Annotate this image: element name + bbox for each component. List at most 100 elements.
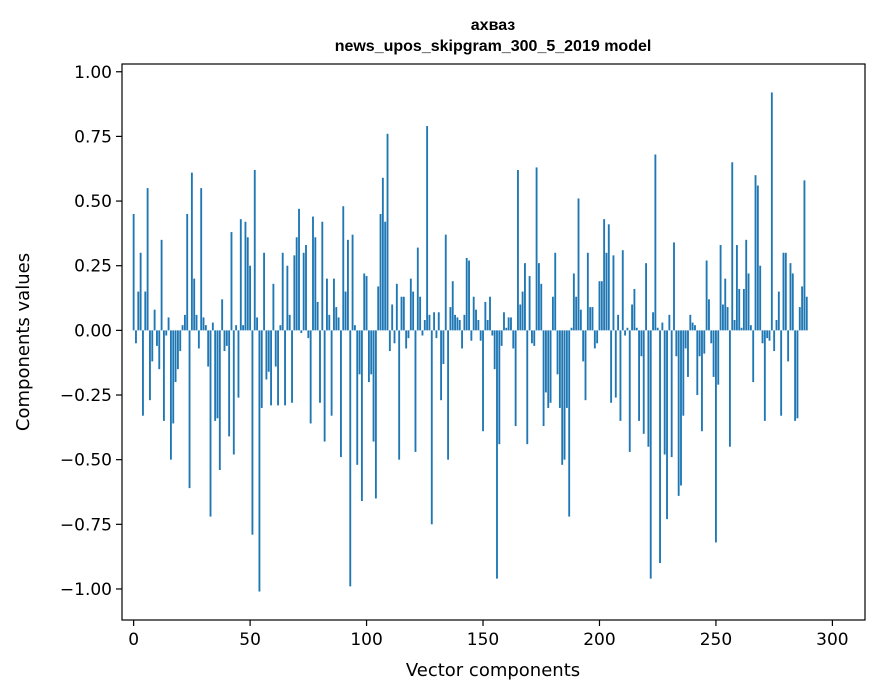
bar-240	[691, 322, 694, 331]
bar-34	[211, 322, 214, 331]
bar-108	[384, 221, 387, 331]
bar-229	[666, 330, 668, 520]
bar-53	[256, 317, 259, 331]
bar-28	[197, 330, 200, 349]
bar-25	[190, 172, 193, 331]
bar-13	[162, 330, 165, 421]
bar-103	[372, 330, 375, 442]
bar-54	[258, 330, 261, 592]
bar-155	[493, 330, 496, 370]
bar-180	[551, 296, 554, 331]
bar-152	[486, 320, 489, 331]
bar-238	[687, 330, 689, 377]
bar-201	[600, 281, 603, 331]
bar-119	[409, 278, 412, 331]
bar-178	[547, 330, 550, 408]
bar-171	[531, 330, 533, 344]
bar-62	[277, 330, 279, 406]
x-tick-label-50: 50	[239, 630, 261, 650]
chart-title: ахваз	[471, 17, 516, 34]
bar-242	[696, 330, 699, 396]
bar-10	[156, 330, 158, 346]
bar-99	[363, 273, 366, 331]
bar-265	[749, 325, 752, 331]
bar-218	[640, 330, 643, 357]
bar-52	[253, 170, 256, 331]
bar-257	[731, 162, 734, 331]
bar-248	[710, 330, 713, 344]
bar-245	[703, 330, 706, 354]
bar-82	[323, 330, 326, 442]
bar-33	[209, 330, 212, 517]
bar-192	[579, 309, 582, 331]
bar-195	[586, 252, 589, 331]
bar-212	[626, 327, 629, 331]
bar-65	[284, 330, 286, 406]
bar-174	[537, 263, 540, 331]
bar-88	[337, 317, 340, 331]
bar-162	[510, 317, 512, 331]
plot-frame	[121, 63, 866, 621]
bar-285	[796, 330, 799, 419]
bar-246	[705, 260, 708, 331]
bar-60	[272, 283, 275, 331]
bar-148	[477, 320, 480, 331]
bar-100	[365, 276, 368, 331]
bar-252	[719, 245, 722, 331]
bar-196	[589, 307, 592, 331]
bar-66	[286, 265, 289, 331]
bar-179	[549, 330, 552, 403]
bar-90	[342, 206, 345, 331]
bar-241	[694, 325, 696, 331]
chart-subtitle: news_upos_skipgram_300_5_2019 model	[335, 38, 652, 55]
bar-8	[151, 330, 154, 362]
bar-273	[768, 330, 771, 341]
bar-87	[335, 307, 338, 331]
bar-17	[172, 330, 175, 424]
bar-227	[661, 322, 664, 331]
bar-185	[563, 330, 566, 460]
bar-243	[698, 330, 701, 357]
bar-22	[183, 314, 186, 331]
bar-146	[472, 296, 475, 331]
bar-125	[423, 320, 426, 331]
bar-26	[193, 278, 196, 331]
bar-69	[293, 255, 296, 331]
bar-191	[577, 198, 580, 331]
y-tick-label--0.25: −0.25	[60, 386, 112, 406]
bar-3	[139, 252, 142, 331]
bar-73	[302, 252, 305, 331]
bar-118	[407, 330, 410, 339]
bar-89	[340, 330, 342, 458]
bar-158	[500, 330, 503, 346]
bar-150	[482, 330, 484, 432]
bar-138	[454, 314, 456, 331]
bar-289	[805, 296, 808, 331]
bar-49	[246, 237, 249, 331]
bar-274	[770, 92, 773, 331]
bar-237	[684, 330, 687, 349]
bar-112	[393, 330, 396, 344]
bar-284	[794, 330, 797, 421]
bar-48	[244, 221, 247, 331]
bar-1	[135, 330, 137, 344]
bar-188	[570, 327, 573, 331]
bar-18	[174, 330, 177, 383]
bar-11	[158, 330, 161, 370]
bar-2	[137, 291, 140, 331]
bar-276	[775, 320, 778, 331]
bar-226	[659, 330, 661, 564]
bar-109	[386, 133, 389, 331]
bar-12	[160, 239, 163, 331]
bar-106	[379, 213, 382, 331]
bar-95	[353, 325, 356, 331]
bar-181	[554, 252, 557, 331]
bar-36	[216, 330, 219, 419]
bar-199	[596, 330, 599, 344]
bars	[132, 92, 808, 592]
bar-137	[451, 281, 454, 331]
bar-78	[314, 237, 317, 331]
bar-16	[169, 330, 172, 460]
bar-190	[575, 296, 578, 331]
